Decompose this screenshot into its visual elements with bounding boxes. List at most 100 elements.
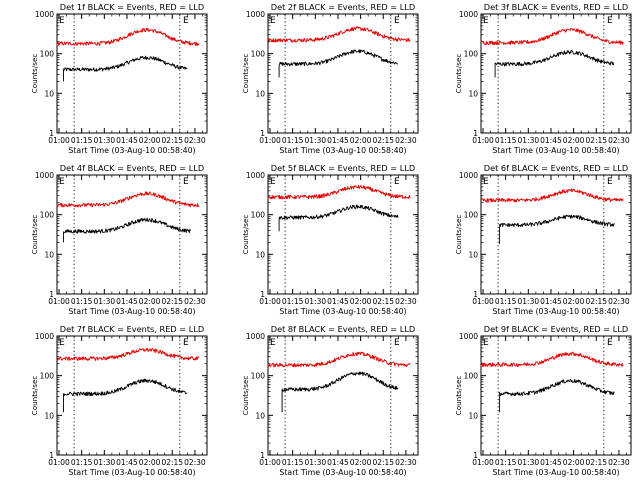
series-line-lld (267, 184, 411, 200)
x-tick-label: 01:30 (305, 458, 327, 467)
y-tick-label: 1 (473, 129, 478, 138)
x-axis-label: Start Time (03-Aug-10 00:58:40) (68, 468, 195, 477)
corner-mark: E (483, 16, 489, 26)
y-axis-label: Counts/sec (30, 376, 39, 416)
x-tick-label: 02:30 (395, 458, 417, 467)
y-tick-label: 100 (464, 50, 479, 59)
y-tick-label: 10 (468, 250, 478, 259)
y-tick-label: 1 (260, 290, 265, 299)
panel-9: Det 9f BLACK = Events, RED = LLD E E 1 10 100… (454, 324, 632, 477)
panel-2: Det 2f BLACK = Events, RED = LLD E E 1 10 100… (241, 2, 419, 155)
y-tick-label: 10 (44, 411, 54, 420)
x-axis-label: Start Time (03-Aug-10 00:58:40) (492, 468, 619, 477)
corner-mark: E (483, 338, 489, 348)
y-tick-label: 10 (255, 250, 265, 259)
series-line-events (499, 214, 615, 245)
x-tick-label: 01:45 (540, 136, 562, 145)
panel-8: Det 8f BLACK = Events, RED = LLD E E 1 10 100… (241, 324, 419, 477)
series-line-lld (56, 191, 200, 208)
x-tick-label: 01:00 (472, 458, 494, 467)
corner-mark: E (607, 338, 613, 348)
series-line-events (278, 49, 398, 78)
x-tick-label: 01:45 (540, 297, 562, 306)
x-tick-label: 02:00 (350, 458, 372, 467)
corner-mark: E (394, 338, 400, 348)
x-tick-label: 01:00 (48, 136, 70, 145)
x-tick-label: 02:30 (184, 297, 206, 306)
y-tick-label: 100 (251, 372, 266, 381)
panel-title: Det 1f BLACK = Events, RED = LLD (60, 2, 204, 12)
x-tick-label: 02:15 (161, 458, 183, 467)
series-line-lld (480, 27, 624, 46)
panel-title: Det 7f BLACK = Events, RED = LLD (60, 324, 204, 334)
y-tick-label: 1000 (35, 332, 54, 341)
panel-4: Det 4f BLACK = Events, RED = LLD E E 1 10 100… (30, 163, 208, 316)
panel-title: Det 2f BLACK = Events, RED = LLD (271, 2, 415, 12)
panel-5: Det 5f BLACK = Events, RED = LLD E E 1 10 100… (241, 163, 419, 316)
y-tick-label: 10 (44, 89, 54, 98)
y-tick-label: 1 (49, 451, 54, 460)
x-tick-label: 02:15 (372, 136, 394, 145)
series-line-events (499, 378, 615, 413)
plot-frame (480, 13, 632, 134)
x-tick-label: 01:45 (116, 297, 138, 306)
x-tick-label: 01:30 (94, 297, 116, 306)
y-tick-label: 1 (473, 290, 478, 299)
y-axis-label: Counts/sec (30, 54, 39, 94)
x-tick-label: 02:15 (161, 136, 183, 145)
y-axis-label: Counts/sec (454, 54, 463, 94)
corner-mark: E (59, 16, 65, 26)
x-tick-label: 02:15 (585, 136, 607, 145)
corner-mark: E (483, 177, 489, 187)
x-tick-label: 01:30 (305, 297, 327, 306)
x-tick-label: 01:30 (518, 297, 540, 306)
x-tick-label: 02:30 (608, 297, 630, 306)
series-line-lld (267, 26, 411, 43)
y-tick-label: 100 (251, 211, 266, 220)
plot-frame (56, 13, 208, 134)
y-tick-label: 1000 (459, 332, 478, 341)
series-line-events (494, 49, 614, 78)
x-tick-label: 02:00 (350, 297, 372, 306)
y-tick-label: 100 (40, 372, 55, 381)
x-tick-label: 01:15 (282, 136, 304, 145)
panel-title: Det 9f BLACK = Events, RED = LLD (484, 324, 628, 334)
x-tick-label: 02:15 (585, 458, 607, 467)
x-tick-label: 02:15 (161, 297, 183, 306)
x-tick-label: 02:00 (563, 458, 585, 467)
x-tick-label: 01:45 (116, 458, 138, 467)
panel-title: Det 5f BLACK = Events, RED = LLD (271, 163, 415, 173)
x-tick-label: 01:00 (472, 297, 494, 306)
x-tick-label: 01:00 (472, 136, 494, 145)
panel-7: Det 7f BLACK = Events, RED = LLD E E 1 10 100… (30, 324, 208, 477)
corner-mark: E (183, 177, 189, 187)
x-axis-label: Start Time (03-Aug-10 00:58:40) (279, 468, 406, 477)
panel-title: Det 6f BLACK = Events, RED = LLD (484, 163, 628, 173)
y-tick-label: 1 (473, 451, 478, 460)
x-tick-label: 02:00 (563, 297, 585, 306)
x-tick-label: 01:30 (518, 458, 540, 467)
x-tick-label: 01:00 (259, 458, 281, 467)
series-line-lld (480, 188, 624, 203)
y-axis-label: Counts/sec (454, 376, 463, 416)
y-tick-label: 100 (464, 372, 479, 381)
panel-title: Det 8f BLACK = Events, RED = LLD (271, 324, 415, 334)
y-tick-label: 1000 (35, 171, 54, 180)
x-tick-label: 01:30 (305, 136, 327, 145)
x-tick-label: 01:15 (71, 136, 93, 145)
y-axis-label: Counts/sec (241, 54, 250, 94)
x-tick-label: 01:15 (282, 458, 304, 467)
x-tick-label: 02:15 (585, 297, 607, 306)
y-tick-label: 1 (49, 129, 54, 138)
x-tick-label: 01:30 (94, 136, 116, 145)
x-tick-label: 02:00 (563, 136, 585, 145)
y-tick-label: 1 (260, 451, 265, 460)
series-line-lld (56, 347, 200, 361)
corner-mark: E (607, 16, 613, 26)
y-axis-label: Counts/sec (30, 215, 39, 255)
x-tick-label: 01:15 (71, 458, 93, 467)
plot-frame (56, 335, 208, 456)
series-line-lld (267, 351, 411, 368)
x-tick-label: 01:45 (116, 136, 138, 145)
